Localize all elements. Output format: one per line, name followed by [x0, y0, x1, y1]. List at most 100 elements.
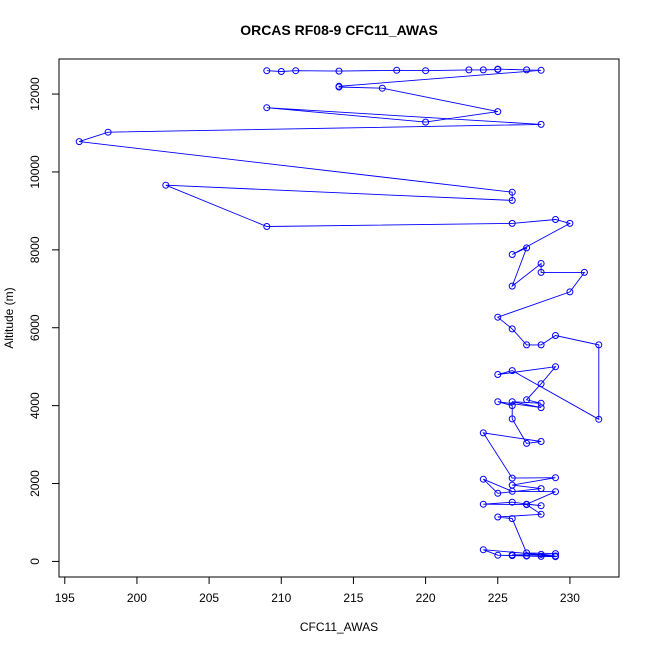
x-axis: 195 200 205 210 215 220 225 230 — [55, 576, 580, 605]
data-point — [508, 515, 516, 523]
data-point — [537, 399, 545, 407]
chart-title: ORCAS RF08-9 CFC11_AWAS — [240, 22, 438, 38]
x-tick-label: 200 — [127, 591, 147, 605]
data-point — [75, 138, 83, 146]
data-point — [479, 500, 487, 508]
data-point — [494, 313, 502, 321]
data-point — [508, 474, 516, 482]
data-point — [552, 488, 559, 496]
x-tick-label: 210 — [271, 591, 291, 605]
data-point — [494, 398, 502, 406]
data-point — [537, 438, 545, 445]
data-point — [335, 83, 343, 91]
y-tick-label: 0 — [28, 558, 42, 565]
data-point — [494, 65, 502, 73]
data-point — [552, 550, 559, 558]
data-point — [292, 67, 300, 75]
data-point — [537, 502, 545, 510]
data-point — [465, 66, 473, 74]
data-point — [595, 415, 603, 423]
data-point — [393, 66, 401, 74]
data-point — [378, 84, 386, 92]
data-point — [508, 398, 516, 406]
data-point — [552, 474, 559, 482]
data-point — [508, 498, 516, 506]
data-point — [508, 219, 516, 227]
data-point — [508, 402, 516, 410]
data-point — [537, 120, 545, 128]
data-point — [422, 67, 430, 75]
y-tick-label: 2000 — [28, 470, 42, 497]
data-point — [277, 68, 285, 75]
data-point — [508, 487, 516, 495]
y-tick-label: 8000 — [28, 236, 42, 263]
x-tick-label: 220 — [416, 591, 436, 605]
data-point — [537, 485, 545, 493]
data-point — [508, 196, 516, 204]
data-point — [523, 501, 531, 509]
data-point — [523, 341, 531, 349]
data-point — [494, 371, 502, 378]
data-point — [508, 188, 516, 196]
y-tick-label: 10000 — [28, 155, 42, 189]
data-point — [508, 325, 516, 333]
y-tick-label: 6000 — [28, 314, 42, 341]
data-point — [508, 415, 516, 423]
data-point — [508, 251, 516, 258]
data-point — [566, 288, 574, 296]
data-point — [566, 219, 574, 227]
y-axis: 0 2000 4000 6000 8000 10000 12000 — [28, 77, 60, 565]
data-point — [162, 181, 170, 189]
data-point — [537, 341, 545, 349]
data-point — [537, 552, 545, 560]
y-axis-label: Altitude (m) — [2, 287, 16, 348]
data-point — [552, 553, 559, 561]
data-point — [422, 118, 430, 126]
data-point — [479, 66, 487, 74]
data-point — [263, 223, 271, 230]
data-point — [537, 260, 545, 267]
data-point — [494, 108, 502, 116]
data-point — [580, 268, 588, 276]
series-group — [75, 65, 603, 561]
data-point — [494, 513, 502, 521]
data-point — [508, 552, 516, 560]
x-tick-label: 215 — [343, 591, 363, 605]
data-point — [335, 67, 343, 75]
y-tick-label: 4000 — [28, 392, 42, 419]
y-tick-label: 12000 — [28, 77, 42, 111]
x-tick-label: 225 — [488, 591, 508, 605]
data-point — [523, 396, 531, 404]
x-tick-label: 195 — [55, 591, 75, 605]
data-point — [537, 268, 545, 276]
x-tick-label: 230 — [560, 591, 580, 605]
series-line — [79, 68, 600, 558]
data-point — [537, 404, 545, 412]
data-point — [537, 510, 545, 518]
data-point — [523, 66, 531, 74]
data-point — [263, 67, 271, 75]
x-tick-label: 205 — [199, 591, 219, 605]
data-point — [537, 380, 545, 388]
data-point — [479, 475, 487, 483]
data-point — [494, 551, 502, 559]
data-point — [537, 550, 545, 558]
data-point — [595, 341, 603, 349]
data-point — [552, 216, 559, 223]
data-point — [552, 332, 559, 339]
data-point — [537, 66, 545, 74]
data-point — [523, 439, 531, 447]
plot-frame — [58, 58, 620, 578]
data-point — [479, 546, 487, 554]
data-point — [494, 489, 502, 497]
data-point — [104, 128, 112, 136]
data-point — [508, 282, 516, 290]
data-point — [479, 429, 487, 437]
data-point — [523, 244, 531, 252]
data-point — [508, 367, 516, 375]
data-point — [523, 552, 531, 560]
data-point — [552, 363, 559, 371]
data-point — [523, 549, 531, 557]
